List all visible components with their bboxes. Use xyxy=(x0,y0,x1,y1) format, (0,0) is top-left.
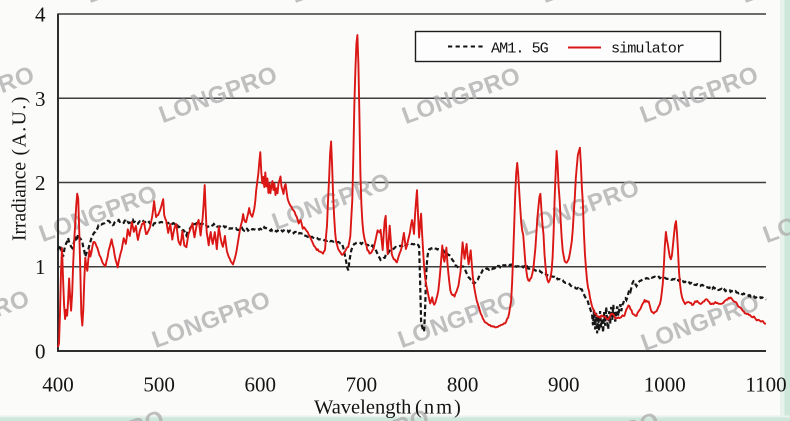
svg-text:500: 500 xyxy=(143,373,175,397)
svg-text:Wavelength: Wavelength xyxy=(314,397,411,419)
svg-text:2: 2 xyxy=(35,171,46,195)
svg-text:AM1. 5G: AM1. 5G xyxy=(491,40,549,58)
svg-text:simulator: simulator xyxy=(611,40,684,58)
svg-text:800: 800 xyxy=(447,373,479,397)
svg-text:(nm): (nm) xyxy=(415,397,463,419)
svg-text:0: 0 xyxy=(35,340,46,364)
svg-text:1000: 1000 xyxy=(644,373,686,397)
svg-text:1: 1 xyxy=(35,255,46,279)
svg-text:Irradiance (A.U.): Irradiance (A.U.) xyxy=(10,95,31,241)
svg-text:3: 3 xyxy=(35,87,46,111)
svg-text:900: 900 xyxy=(548,373,580,397)
svg-text:1100: 1100 xyxy=(745,373,786,397)
svg-text:400: 400 xyxy=(42,373,74,397)
svg-text:700: 700 xyxy=(346,373,378,397)
svg-text:600: 600 xyxy=(245,373,277,397)
svg-text:4: 4 xyxy=(35,3,46,27)
